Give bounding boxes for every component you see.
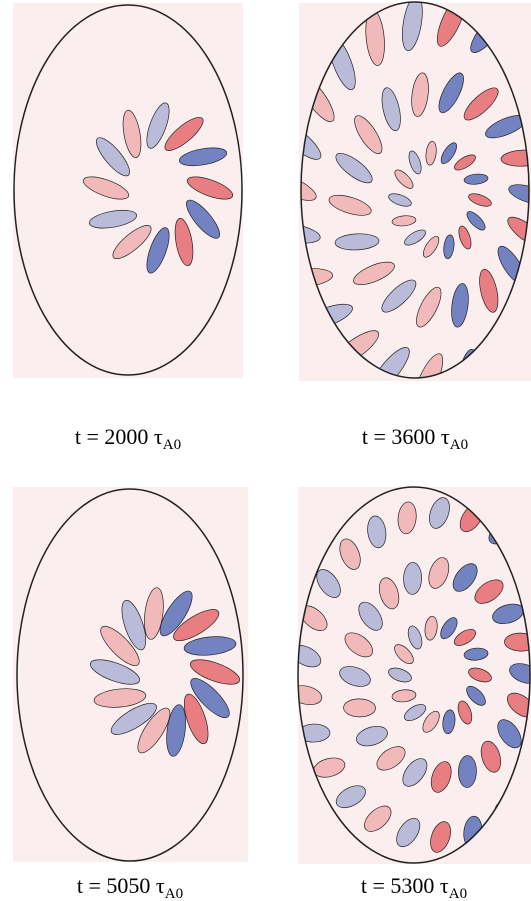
caption-text: t = 5300 τ xyxy=(361,873,449,898)
caption-subscript: A0 xyxy=(163,437,181,453)
caption-text: t = 2000 τ xyxy=(75,424,163,449)
caption-subscript: A0 xyxy=(450,437,468,453)
caption: t = 5050 τA0 xyxy=(77,873,183,901)
caption-subscript: A0 xyxy=(449,886,467,901)
contour-lobe xyxy=(403,562,422,594)
caption-text: t = 5050 τ xyxy=(77,873,165,898)
caption-text: t = 3600 τ xyxy=(362,424,450,449)
caption-subscript: A0 xyxy=(165,886,183,901)
caption: t = 5300 τA0 xyxy=(361,873,467,901)
caption: t = 3600 τA0 xyxy=(362,424,468,453)
caption: t = 2000 τA0 xyxy=(75,424,181,453)
figure: t = 2000 τA0 t = 3600 τA0 t = 5050 τA0 t… xyxy=(0,0,531,901)
contour-lobe xyxy=(458,755,477,787)
contour-lobe xyxy=(343,699,375,718)
